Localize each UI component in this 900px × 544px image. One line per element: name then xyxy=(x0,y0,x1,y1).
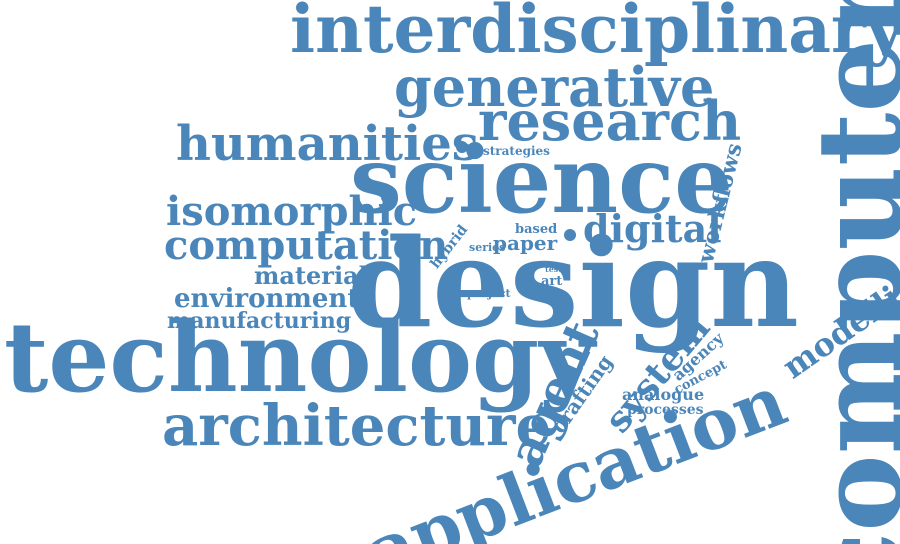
word-series: series xyxy=(469,241,506,254)
word-computation: computation xyxy=(164,222,449,269)
word-computer: computer xyxy=(792,0,900,544)
word-digital: digital xyxy=(583,206,722,251)
word-architecture: architecture xyxy=(162,393,552,459)
word-generative: generative xyxy=(394,55,715,119)
word-environment: environment xyxy=(174,284,360,314)
word-analogue: analogue xyxy=(622,385,705,404)
word-interdisciplinary: interdisciplinary xyxy=(290,0,900,68)
word-test: test xyxy=(545,264,562,274)
word-art: art xyxy=(541,274,563,289)
bullet-dot xyxy=(456,141,468,153)
word-research: research xyxy=(478,89,742,153)
word-technology: technology xyxy=(4,301,595,414)
word-science: science xyxy=(350,126,733,234)
word-isomorphic: isomorphic xyxy=(166,188,418,235)
word-design: design xyxy=(347,211,799,355)
word-paper: paper xyxy=(493,231,558,255)
word-processes: processes xyxy=(627,402,704,418)
word-humanities: humanities xyxy=(176,116,479,172)
word-based: based xyxy=(515,222,558,237)
word-manufacturing: manufacturing xyxy=(167,308,352,334)
bullet-dot xyxy=(564,229,576,241)
word-project: project xyxy=(467,287,511,300)
word-strategies: strategies xyxy=(483,144,550,158)
word-material: material xyxy=(254,261,368,290)
